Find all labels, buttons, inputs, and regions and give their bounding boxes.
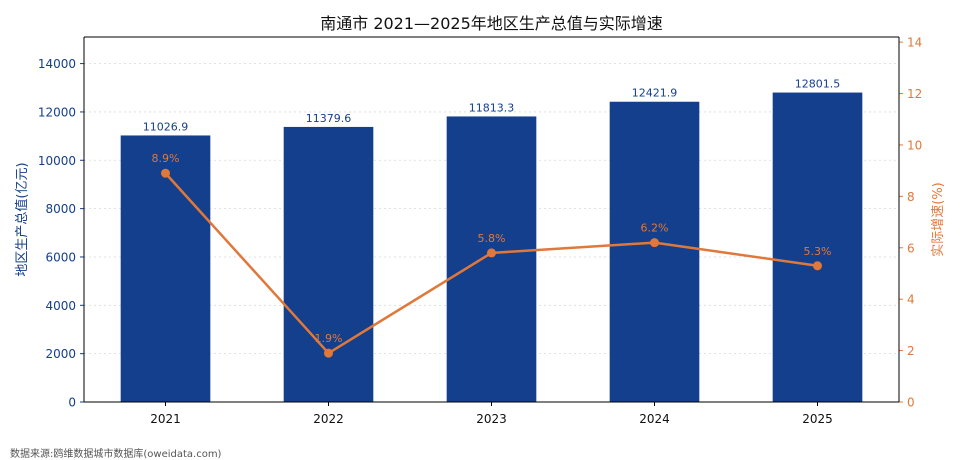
y-right-tick-label: 4 [907, 293, 915, 307]
y-left-tick-label: 2000 [45, 347, 76, 361]
bar-value-label: 11026.9 [143, 120, 189, 133]
growth-rate-point [813, 261, 822, 271]
bar [772, 92, 863, 403]
y-left-tick-label: 14000 [38, 57, 76, 71]
growth-rate-point [161, 168, 170, 178]
x-tick-label: 2023 [476, 412, 507, 426]
bar [446, 116, 537, 403]
y-right-tick-label: 10 [907, 138, 922, 152]
bar-value-label: 11813.3 [469, 101, 515, 114]
bar [120, 135, 211, 402]
y-left-tick-label: 4000 [45, 299, 76, 313]
growth-rate-point [650, 238, 659, 248]
growth-rate-point [324, 348, 333, 358]
y-right-tick-label: 2 [907, 344, 915, 358]
y-left-tick-label: 0 [68, 396, 76, 410]
bar-value-label: 11379.6 [306, 112, 352, 125]
growth-rate-label: 6.2% [641, 222, 669, 235]
bar [283, 126, 374, 402]
y-right-tick-label: 0 [907, 396, 915, 410]
y-right-tick-label: 6 [907, 241, 915, 255]
growth-rate-label: 8.9% [152, 152, 180, 165]
source-footnote: 数据来源:鸥维数据城市数据库(oweidata.com) [10, 449, 222, 460]
growth-rate-label: 5.3% [804, 245, 832, 258]
y-left-tick-label: 8000 [45, 202, 76, 216]
bar-value-label: 12801.5 [795, 78, 841, 91]
growth-rate-point [487, 248, 496, 258]
x-tick-label: 2024 [639, 412, 670, 426]
y-left-tick-label: 6000 [45, 250, 76, 264]
bar [609, 101, 700, 402]
bar-value-label: 12421.9 [632, 87, 678, 100]
growth-rate-label: 5.8% [478, 232, 506, 245]
y-right-tick-label: 8 [907, 190, 915, 204]
y-left-tick-label: 12000 [38, 105, 76, 119]
growth-rate-label: 1.9% [315, 332, 343, 345]
x-tick-label: 2022 [313, 412, 344, 426]
y-right-tick-label: 12 [907, 87, 922, 101]
y-right-tick-label: 14 [907, 36, 922, 50]
chart-title: 南通市 2021—2025年地区生产总值与实际增速 [320, 14, 663, 33]
y-left-axis-title: 地区生产总值(亿元) [14, 162, 30, 276]
y-left-tick-label: 10000 [38, 154, 76, 168]
x-tick-label: 2025 [802, 412, 833, 426]
y-right-axis-title: 实际增速(%) [931, 182, 946, 257]
x-tick-label: 2021 [150, 412, 181, 426]
